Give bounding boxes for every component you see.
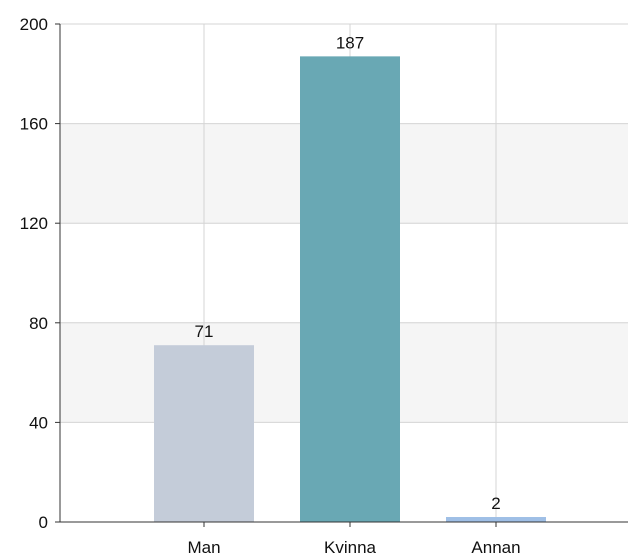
x-tick-label-kvinna: Kvinna xyxy=(324,538,377,555)
y-tick-label: 120 xyxy=(20,214,48,233)
y-axis-ticks: 0 40 80 120 160 200 xyxy=(20,15,60,532)
bar-annan xyxy=(446,517,546,522)
axes xyxy=(59,24,628,523)
data-label-annan: 2 xyxy=(491,494,500,513)
y-tick-label: 160 xyxy=(20,115,48,134)
x-tick-label-man: Man xyxy=(187,538,220,555)
data-label-kvinna: 187 xyxy=(336,33,364,52)
y-tick-label: 80 xyxy=(29,314,48,333)
x-axis-ticks: Man Kvinna Annan xyxy=(187,522,521,555)
bars xyxy=(154,56,546,523)
y-tick-label: 40 xyxy=(29,413,48,432)
bar-man xyxy=(154,345,254,522)
bar-kvinna xyxy=(300,56,400,523)
y-tick-label: 0 xyxy=(39,513,48,532)
x-tick-label-annan: Annan xyxy=(471,538,520,555)
data-label-man: 71 xyxy=(195,322,214,341)
y-tick-label: 200 xyxy=(20,15,48,34)
data-labels: 71 187 2 xyxy=(195,33,501,513)
